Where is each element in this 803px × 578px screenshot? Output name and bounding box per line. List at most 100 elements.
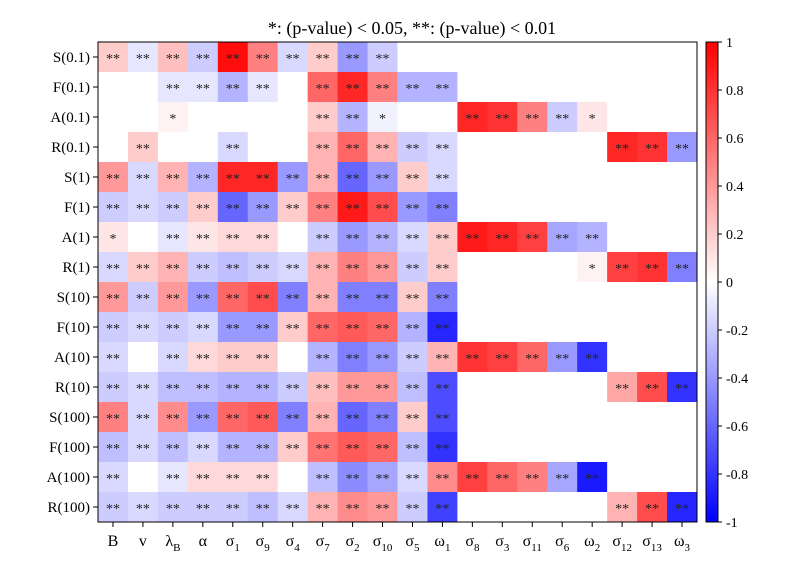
column-label: v [139, 533, 147, 550]
significance-marker: ** [405, 232, 419, 247]
significance-marker: ** [405, 172, 419, 187]
heatmap-cell [637, 342, 668, 373]
heatmap-cell [427, 432, 458, 463]
heatmap-cell [367, 132, 398, 163]
heatmap-cell [247, 252, 279, 283]
significance-marker: ** [376, 412, 390, 427]
significance-marker: ** [376, 202, 390, 217]
heatmap-cell [337, 192, 369, 223]
heatmap-cell [277, 162, 309, 193]
heatmap-cell [547, 162, 578, 193]
significance-marker: ** [256, 352, 270, 367]
heatmap-cell [547, 42, 578, 73]
heatmap-cell [637, 222, 668, 253]
heatmap-cell [127, 282, 159, 313]
significance-marker: ** [675, 382, 689, 397]
heatmap-cell [127, 372, 159, 403]
significance-marker: ** [226, 382, 240, 397]
heatmap-cell [98, 312, 129, 343]
heatmap-cell [247, 432, 279, 463]
chart-title: *: (p-value) < 0.05, **: (p-value) < 0.0… [268, 18, 556, 39]
heatmap-cell [307, 282, 339, 313]
heatmap-cell [217, 312, 249, 343]
heatmap-cell [217, 42, 249, 73]
colorbar-ticks: 1 0.8 0.6 0.4 0.2 0 -0.2 -0.4 -0.6 -0.8 -1 [718, 36, 748, 531]
heatmap-cell [607, 42, 638, 73]
heatmap-cell [487, 192, 518, 223]
heatmap-cell [98, 402, 129, 433]
heatmap-cell [427, 312, 458, 343]
significance-marker: ** [346, 412, 360, 427]
heatmap-cell [367, 72, 398, 103]
heatmap-cell [157, 462, 189, 493]
significance-marker: ** [226, 202, 240, 217]
heatmap-cell [217, 282, 249, 313]
heatmap-cell [427, 282, 458, 313]
heatmap-cell [607, 222, 638, 253]
significance-marker: ** [376, 142, 390, 157]
significance-marker: ** [136, 292, 150, 307]
heatmap-cell [307, 402, 339, 433]
heatmap-cell [427, 252, 458, 283]
heatmap-cell [187, 372, 219, 403]
heatmap-cell [307, 222, 339, 253]
significance-marker: ** [106, 262, 120, 277]
significance-marker: ** [615, 382, 629, 397]
significance-marker: ** [286, 262, 300, 277]
significance-markers: ** ** ** ** ** ** ** ** ** ** ** ** ** ** ** ** ** ** ** * *… [106, 52, 689, 517]
significance-marker: ** [196, 292, 210, 307]
heatmap-cell [397, 102, 428, 133]
heatmap-cell [337, 492, 369, 523]
heatmap-cell [98, 132, 129, 163]
significance-marker: ** [106, 52, 120, 67]
significance-marker: ** [316, 442, 330, 457]
heatmap-cell [427, 102, 458, 133]
heatmap-cell [127, 192, 159, 223]
heatmap-cell [457, 222, 488, 253]
significance-marker: ** [465, 352, 479, 367]
heatmap-cell [547, 432, 578, 463]
significance-marker: ** [196, 202, 210, 217]
heatmap-cell [427, 402, 458, 433]
heatmap-cell [247, 72, 279, 103]
heatmap-cell [607, 282, 638, 313]
heatmap-cell [157, 162, 189, 193]
heatmap-cell [157, 252, 189, 283]
significance-marker: ** [166, 52, 180, 67]
significance-marker: ** [106, 412, 120, 427]
heatmap-cell [277, 222, 309, 253]
heatmap-cell [397, 372, 428, 403]
heatmap-cell [457, 192, 488, 223]
significance-marker: ** [226, 232, 240, 247]
heatmap-cell [217, 432, 249, 463]
significance-marker: ** [645, 382, 659, 397]
heatmap-cell [517, 492, 548, 523]
heatmap-cell [547, 72, 578, 103]
heatmap-cell [517, 102, 548, 133]
significance-marker: ** [465, 112, 479, 127]
heatmap-cell [307, 42, 339, 73]
significance-marker: ** [555, 472, 569, 487]
heatmap-cell [487, 132, 518, 163]
significance-marker: ** [346, 322, 360, 337]
significance-marker: ** [316, 352, 330, 367]
significance-marker: ** [585, 352, 599, 367]
significance-marker: ** [525, 352, 539, 367]
row-label: A(1) [62, 230, 90, 246]
significance-marker: ** [226, 412, 240, 427]
heatmap-cell [577, 252, 608, 283]
column-label: σ4 [286, 533, 301, 554]
heatmap-cell [607, 372, 638, 403]
significance-marker: ** [405, 82, 419, 97]
colorbar-tick-label: -0.2 [726, 324, 748, 339]
heatmap-cell [157, 132, 189, 163]
significance-marker: ** [346, 292, 360, 307]
heatmap-cell [667, 282, 698, 313]
significance-marker: ** [286, 292, 300, 307]
heatmap-cell [127, 252, 159, 283]
significance-marker: ** [166, 82, 180, 97]
heatmap-cell [517, 372, 548, 403]
significance-marker: ** [376, 82, 390, 97]
significance-marker: ** [405, 142, 419, 157]
